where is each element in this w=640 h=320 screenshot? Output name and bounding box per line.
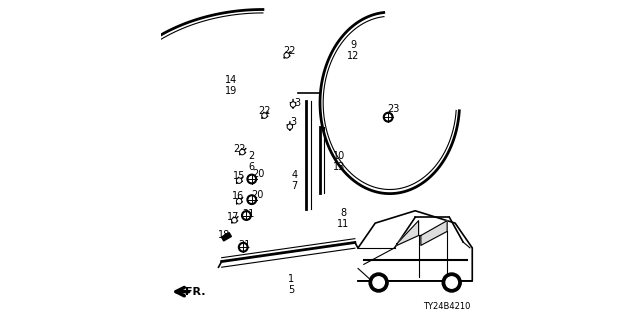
Text: 10
13: 10 13 [333,151,345,172]
Circle shape [247,195,257,204]
Circle shape [237,200,241,203]
Circle shape [385,115,391,120]
Circle shape [249,197,255,202]
Circle shape [249,176,255,182]
Circle shape [241,150,244,154]
Text: 2
6: 2 6 [249,151,255,172]
Text: 9
12: 9 12 [347,40,360,61]
Circle shape [241,244,246,250]
Circle shape [284,53,289,58]
Circle shape [289,125,291,128]
Text: 17: 17 [227,212,239,222]
Circle shape [237,178,242,183]
Text: TY24B4210: TY24B4210 [423,302,470,311]
Text: 8
11: 8 11 [337,208,349,229]
Text: 4
7: 4 7 [291,170,298,191]
Circle shape [237,179,241,182]
Text: 1
5: 1 5 [289,274,294,295]
Circle shape [291,102,296,107]
Polygon shape [221,233,232,241]
Circle shape [239,243,248,252]
Text: 21: 21 [242,209,254,219]
Circle shape [383,112,393,122]
Circle shape [244,213,249,218]
Text: 20: 20 [252,190,264,200]
Circle shape [240,149,245,155]
Text: 22: 22 [233,144,245,154]
Circle shape [233,219,236,222]
Circle shape [242,211,251,220]
Circle shape [262,113,267,118]
Circle shape [232,218,237,223]
Circle shape [247,174,257,184]
Text: 3: 3 [295,98,301,108]
Text: 21: 21 [239,240,251,250]
Text: 20: 20 [252,169,264,179]
Polygon shape [421,221,447,245]
Circle shape [369,273,388,292]
Text: 14
19: 14 19 [225,75,237,96]
Circle shape [373,277,385,288]
Polygon shape [397,221,419,245]
Text: 18: 18 [218,229,230,240]
Circle shape [285,54,288,57]
Circle shape [446,277,458,288]
Text: 16: 16 [232,191,244,202]
Text: 22: 22 [284,45,296,56]
Circle shape [291,103,294,106]
Circle shape [237,199,242,204]
Text: 15: 15 [233,171,245,181]
Circle shape [442,273,461,292]
Text: 3: 3 [290,117,296,127]
Text: FR.: FR. [185,287,205,297]
Circle shape [263,114,266,117]
Text: 23: 23 [387,104,399,114]
Text: 22: 22 [258,106,271,116]
Circle shape [287,124,292,129]
